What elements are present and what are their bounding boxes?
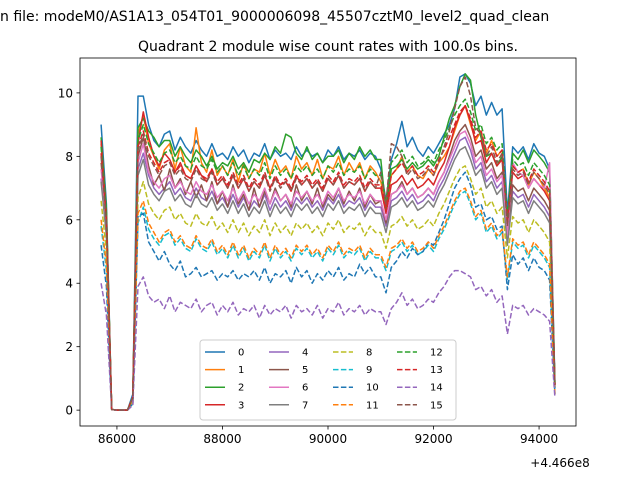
y-tick-label: 8 <box>65 150 73 164</box>
legend-label-7: 7 <box>302 400 308 411</box>
legend-label-8: 8 <box>366 348 372 359</box>
legend-label-10: 10 <box>366 383 379 394</box>
y-tick-label: 4 <box>65 277 73 291</box>
legend-box <box>199 339 457 421</box>
y-tick-label: 0 <box>65 404 73 418</box>
series-line-15 <box>100 76 556 411</box>
series-line-4 <box>100 136 556 411</box>
legend-label-2: 2 <box>238 383 244 394</box>
series-line-8 <box>100 165 556 411</box>
series-line-9 <box>100 190 556 411</box>
x-offset-label: +4.466e8 <box>530 456 589 470</box>
y-tick-label: 10 <box>58 86 73 100</box>
legend-label-11: 11 <box>366 400 379 411</box>
y-tick-label: 2 <box>65 340 73 354</box>
plot-area <box>100 73 556 411</box>
series-line-2 <box>100 73 556 411</box>
legend-label-3: 3 <box>238 400 244 411</box>
x-tick-label: 90000 <box>309 432 347 446</box>
legend-label-15: 15 <box>430 400 443 411</box>
legend-label-5: 5 <box>302 365 308 376</box>
x-tick-label: 88000 <box>203 432 241 446</box>
series-line-14 <box>100 269 556 411</box>
chart-title: Quadrant 2 module wise count rates with … <box>138 39 518 55</box>
series-line-6 <box>100 130 556 411</box>
legend-label-9: 9 <box>366 365 372 376</box>
series-line-7 <box>100 146 556 411</box>
series-line-0 <box>100 73 556 411</box>
legend-label-0: 0 <box>238 348 244 359</box>
y-tick-label: 6 <box>65 213 73 227</box>
legend-label-1: 1 <box>238 365 244 376</box>
chart-suptitle: n file: modeM0/AS1A13_054T01_9000006098_… <box>0 9 549 25</box>
x-tick-label: 86000 <box>98 432 136 446</box>
x-tick-label: 92000 <box>414 432 452 446</box>
x-tick-label: 94000 <box>520 432 558 446</box>
series-line-10 <box>100 171 556 411</box>
legend-label-12: 12 <box>430 348 443 359</box>
series-line-12 <box>100 98 556 411</box>
legend-label-6: 6 <box>302 383 308 394</box>
legend-label-13: 13 <box>430 365 443 376</box>
legend-label-14: 14 <box>430 383 443 394</box>
legend-label-4: 4 <box>302 348 308 359</box>
